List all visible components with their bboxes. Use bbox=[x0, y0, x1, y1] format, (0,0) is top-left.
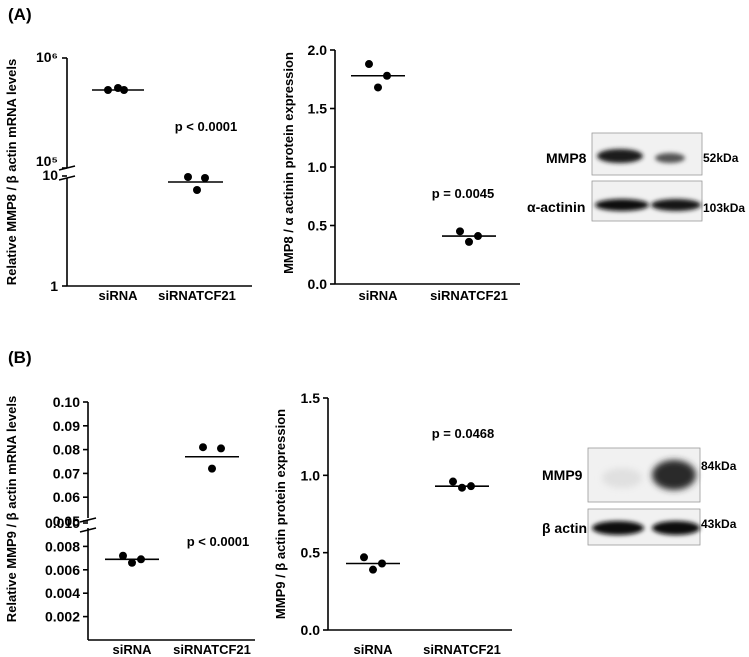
b-protein-sirnatcf21-point-1 bbox=[449, 477, 457, 486]
b-protein-tick-label-0: 0.0 bbox=[301, 622, 321, 638]
ytick-label-a-mrna-10: 10 bbox=[42, 167, 58, 183]
a-protein-tick-label-2: 1.0 bbox=[308, 159, 328, 175]
b-mrna-upper-tick-label-0: 0.05 bbox=[53, 513, 80, 529]
a-protein-sirna-point-2 bbox=[383, 71, 391, 80]
b-mrna-upper-tick-label-1: 0.06 bbox=[53, 489, 80, 505]
panel-label-a: (A) bbox=[8, 5, 32, 24]
chart-a-protein: MMP8 / α actinin protein expression 0.00… bbox=[281, 42, 520, 303]
xtick-label-b-protein-sirna: siRNA bbox=[353, 642, 393, 657]
blot-a-bottom-label: α-actinin bbox=[527, 199, 585, 215]
blot-b-band-mmp9-lane1 bbox=[602, 468, 642, 488]
chart-a-mrna: Relative MMP8 / β actin mRNA levels 1 10… bbox=[4, 49, 252, 303]
blot-b-band-bactin-lane1 bbox=[592, 521, 644, 535]
blot-a-band-mmp8-lane1 bbox=[597, 149, 643, 163]
point-a-mrna-sirnatcf21-1 bbox=[184, 173, 192, 181]
pvalue-b-mrna: p < 0.0001 bbox=[187, 534, 250, 549]
xtick-label-b-protein-sirnatcf21: siRNATCF21 bbox=[423, 642, 501, 657]
b-mrna-upper-tick-label-5: 0.10 bbox=[53, 394, 80, 410]
point-a-mrna-sirnatcf21-2 bbox=[201, 174, 209, 182]
chart-b-protein: MMP9 / β actin protein expression 0.0 0.5… bbox=[273, 390, 512, 657]
ylabel-b-mrna: Relative MMP9 / β actin mRNA levels bbox=[4, 396, 19, 622]
b-protein-sirnatcf21-point-2 bbox=[467, 482, 475, 491]
b-protein-sirna-point-3 bbox=[369, 565, 377, 574]
pvalue-a-protein: p = 0.0045 bbox=[432, 186, 495, 201]
b-protein-sirnatcf21-point-3 bbox=[458, 483, 466, 492]
blot-a-band-mmp8-lane2 bbox=[655, 153, 685, 163]
blot-b-band-bactin-lane2 bbox=[652, 521, 700, 535]
a-protein-tick-label-3: 1.5 bbox=[308, 101, 328, 117]
data-a-protein bbox=[351, 60, 496, 246]
blot-a-band-actinin-lane2 bbox=[651, 199, 701, 211]
xtick-label-a-mrna-sirnatcf21: siRNATCF21 bbox=[158, 288, 236, 303]
blot-b: MMP9 β actin 84kDa 43kDa bbox=[542, 447, 737, 546]
blot-b-band-mmp9-lane2 bbox=[652, 460, 696, 490]
b-mrna-lower-tick-label-0: 0.002 bbox=[45, 609, 80, 625]
b-protein-tick-label-3: 1.5 bbox=[301, 390, 321, 406]
blot-b-bottom-size: 43kDa bbox=[701, 517, 737, 531]
yticks-a-protein: 0.0 0.5 1.0 1.5 2.0 bbox=[308, 42, 335, 292]
b-mrna-upper-tick-label-3: 0.08 bbox=[53, 442, 80, 458]
b-mrna-sirna-point-3 bbox=[128, 558, 136, 567]
b-protein-tick-label-2: 1.0 bbox=[301, 467, 321, 483]
b-protein-tick-label-1: 0.5 bbox=[301, 545, 321, 561]
b-mrna-upper-tick-label-2: 0.07 bbox=[53, 465, 80, 481]
b-mrna-lower-tick-label-1: 0.004 bbox=[45, 585, 80, 601]
a-protein-sirnatcf21-point-2 bbox=[474, 232, 482, 241]
axis-break-lower-a-mrna bbox=[58, 175, 76, 181]
b-mrna-sirna-point-1 bbox=[119, 551, 127, 560]
blot-b-top-size: 84kDa bbox=[701, 459, 737, 473]
blot-a-top-label: MMP8 bbox=[546, 150, 587, 166]
a-protein-sirnatcf21-point-1 bbox=[456, 227, 464, 236]
xtick-label-a-protein-sirnatcf21: siRNATCF21 bbox=[430, 288, 508, 303]
blot-b-top-label: MMP9 bbox=[542, 467, 583, 483]
ytick-label-a-mrna-1: 1 bbox=[50, 278, 58, 294]
b-mrna-lower-tick-label-4: 0.010 bbox=[45, 515, 80, 531]
pvalue-b-protein: p = 0.0468 bbox=[432, 426, 495, 441]
point-a-mrna-sirna-3 bbox=[120, 86, 128, 94]
xtick-label-b-mrna-sirna: siRNA bbox=[112, 642, 152, 657]
panel-label-b: (B) bbox=[8, 348, 32, 367]
a-protein-sirna-point-1 bbox=[365, 60, 373, 69]
pvalue-a-mrna: p < 0.0001 bbox=[175, 119, 238, 134]
a-protein-tick-label-0: 0.0 bbox=[308, 276, 328, 292]
blot-a-band-actinin-lane1 bbox=[595, 199, 649, 211]
xtick-label-b-mrna-sirnatcf21: siRNATCF21 bbox=[173, 642, 251, 657]
a-protein-tick-label-4: 2.0 bbox=[308, 42, 328, 58]
axis-break-lower-b-mrna bbox=[79, 527, 97, 533]
blot-a: MMP8 α-actinin 52kDa 103kDa bbox=[527, 132, 745, 222]
b-mrna-sirnatcf21-point-3 bbox=[208, 464, 216, 473]
b-mrna-sirnatcf21-point-2 bbox=[217, 444, 225, 453]
ytick-label-a-mrna-1e5: 10⁵ bbox=[36, 153, 58, 169]
ylabel-a-protein: MMP8 / α actinin protein expression bbox=[281, 52, 296, 274]
b-mrna-sirna-point-2 bbox=[137, 555, 145, 564]
point-a-mrna-sirna-1 bbox=[104, 86, 112, 94]
data-b-mrna bbox=[105, 443, 239, 567]
b-mrna-sirnatcf21-point-1 bbox=[199, 443, 207, 452]
chart-b-mrna: Relative MMP9 / β actin mRNA levels 0.00… bbox=[4, 394, 255, 657]
blot-b-bottom-label: β actin bbox=[542, 520, 587, 536]
b-mrna-lower-tick-label-3: 0.008 bbox=[45, 538, 80, 554]
axis-break-upper-b-mrna bbox=[79, 517, 97, 523]
a-protein-tick-label-1: 0.5 bbox=[308, 218, 328, 234]
blot-a-bottom-size: 103kDa bbox=[703, 201, 745, 215]
ylabel-b-protein: MMP9 / β actin protein expression bbox=[273, 409, 288, 619]
b-protein-sirna-point-2 bbox=[378, 559, 386, 568]
b-mrna-upper-tick-label-4: 0.09 bbox=[53, 418, 80, 434]
b-mrna-lower-tick-label-2: 0.006 bbox=[45, 562, 80, 578]
a-protein-sirna-point-3 bbox=[374, 83, 382, 92]
yticks-b-protein: 0.0 0.5 1.0 1.5 bbox=[301, 390, 328, 638]
b-protein-sirna-point-1 bbox=[360, 553, 368, 562]
ytick-label-a-mrna-1e6: 10⁶ bbox=[36, 49, 58, 65]
data-b-protein bbox=[346, 477, 489, 574]
ylabel-a-mrna: Relative MMP8 / β actin mRNA levels bbox=[4, 59, 19, 285]
point-a-mrna-sirnatcf21-3 bbox=[193, 186, 201, 194]
xtick-label-a-mrna-sirna: siRNA bbox=[98, 288, 138, 303]
xtick-label-a-protein-sirna: siRNA bbox=[358, 288, 398, 303]
a-protein-sirnatcf21-point-3 bbox=[465, 237, 473, 246]
blot-a-top-size: 52kDa bbox=[703, 151, 739, 165]
